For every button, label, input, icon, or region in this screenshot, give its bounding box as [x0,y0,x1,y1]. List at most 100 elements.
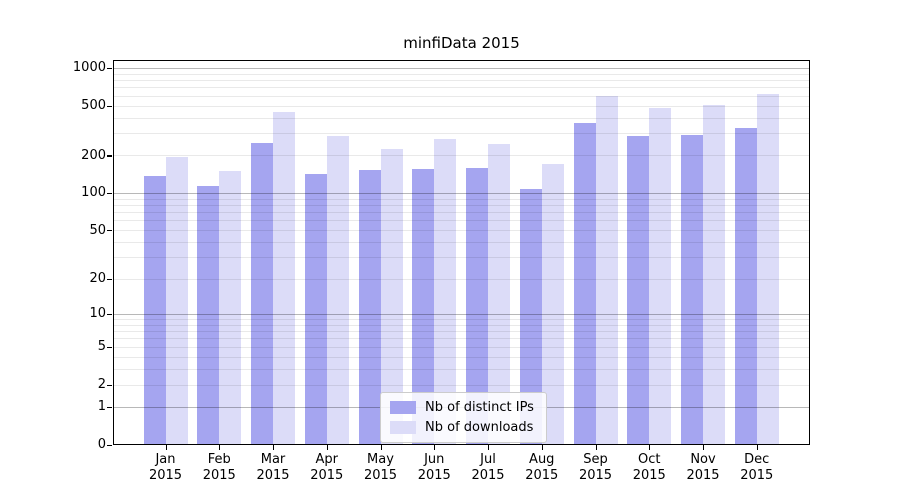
gridline-10 [114,313,809,315]
bar-ips-sep [573,122,596,444]
gridline-80 [114,205,809,206]
y-tick-label-50: 50 [89,222,106,238]
gridline-100 [114,192,809,194]
x-tick-mar [273,445,275,450]
gridline-900 [114,73,809,75]
x-tick-label-nov: Nov 2015 [686,452,720,483]
bar-ips-aug [519,188,542,444]
chart-title: minfiData 2015 [403,34,520,52]
gridline-3 [114,368,809,370]
bar-ips-mar [251,142,273,444]
bar-downloads-oct [649,108,672,444]
y-tick-label-500: 500 [81,98,106,114]
x-tick-dec [756,445,758,450]
gridline-40 [114,242,809,244]
bar-downloads-nov [703,105,725,444]
y-tick-1 [107,406,112,408]
y-tick-label-20: 20 [89,271,106,287]
bar-downloads-sep [595,95,618,444]
y-tick-label-0: 0 [97,437,106,452]
gridline-70 [114,212,809,214]
gridline-5 [114,346,809,348]
y-tick-label-200: 200 [81,147,106,163]
x-tick-label-aug: Aug 2015 [525,452,559,483]
legend-entry-downloads: Nb of downloads [390,420,534,435]
gridline-7 [114,331,809,333]
y-tick-label-1: 1 [97,399,106,415]
y-tick-50 [107,230,112,232]
gridline-800 [114,80,809,82]
x-tick-label-jul: Jul 2015 [471,452,505,483]
bar-downloads-may [380,149,403,444]
bar-ips-nov [681,135,703,444]
y-tick-label-5: 5 [97,339,106,355]
y-tick-label-2: 2 [97,377,106,393]
x-tick-label-feb: Feb 2015 [202,452,236,483]
bar-downloads-jan [165,157,188,444]
y-tick-500 [107,105,112,107]
y-tick-label-100: 100 [81,185,106,201]
y-tick-5 [107,346,112,349]
bar-downloads-jun [434,139,457,444]
y-tick-20 [107,278,112,280]
gridline-20 [114,278,809,280]
gridline-600 [114,95,809,97]
x-tick-label-jun: Jun 2015 [417,452,451,483]
legend-label: Nb of distinct IPs [425,400,534,415]
x-tick-label-oct: Oct 2015 [632,452,666,483]
bar-ips-may [358,169,381,444]
x-tick-aug [541,445,543,450]
gridline-6 [114,338,809,340]
x-tick-may [380,445,382,450]
bar-ips-oct [627,136,650,444]
gridline-700 [114,87,809,89]
legend-entry-distinct-ips: Nb of distinct IPs [390,400,534,415]
x-tick-nov [703,445,705,450]
legend-label: Nb of downloads [425,420,534,435]
y-tick-2 [107,384,112,386]
y-tick-label-10: 10 [89,306,106,322]
legend: Nb of distinct IPs Nb of downloads [380,392,547,443]
bar-downloads-dec [756,93,779,444]
x-tick-label-may: May 2015 [363,452,398,483]
gridline-2 [114,384,809,386]
gridline-60 [114,220,809,222]
x-tick-label-mar: Mar 2015 [256,452,290,483]
gridline-400 [114,117,809,119]
x-tick-label-apr: Apr 2015 [310,452,344,483]
gridline-90 [114,198,809,200]
bar-ips-dec [734,127,757,444]
x-tick-label-dec: Dec 2015 [740,452,774,483]
bar-ips-jan [143,175,166,444]
bar-downloads-mar [273,111,295,444]
bar-downloads-feb [219,171,242,444]
gridline-500 [114,105,809,107]
x-tick-sep [595,445,597,450]
x-tick-oct [649,445,651,450]
gridline-300 [114,133,809,135]
x-tick-jun [434,445,436,450]
bar-downloads-aug [541,163,564,444]
y-tick-200 [107,155,112,157]
bar-ips-jun [412,168,435,444]
y-tick-label-1000: 1000 [72,60,106,76]
gridline-1000 [114,67,809,69]
gridline-4 [114,356,809,358]
y-tick-10 [107,313,112,315]
gridline-50 [114,230,809,232]
y-tick-0 [107,444,112,446]
gridline-200 [114,155,809,157]
bar-ips-feb [197,186,220,444]
y-tick-100 [107,192,112,195]
y-tick-1000 [107,67,112,70]
x-tick-apr [326,445,328,450]
gridline-30 [114,257,809,259]
bar-downloads-jul [488,144,510,444]
legend-swatch-distinct-ips [390,401,416,414]
gridline-9 [114,319,809,320]
gridline-8 [114,324,809,326]
x-tick-label-jan: Jan 2015 [148,452,183,483]
x-tick-feb [219,445,221,450]
legend-swatch-downloads [390,421,416,434]
